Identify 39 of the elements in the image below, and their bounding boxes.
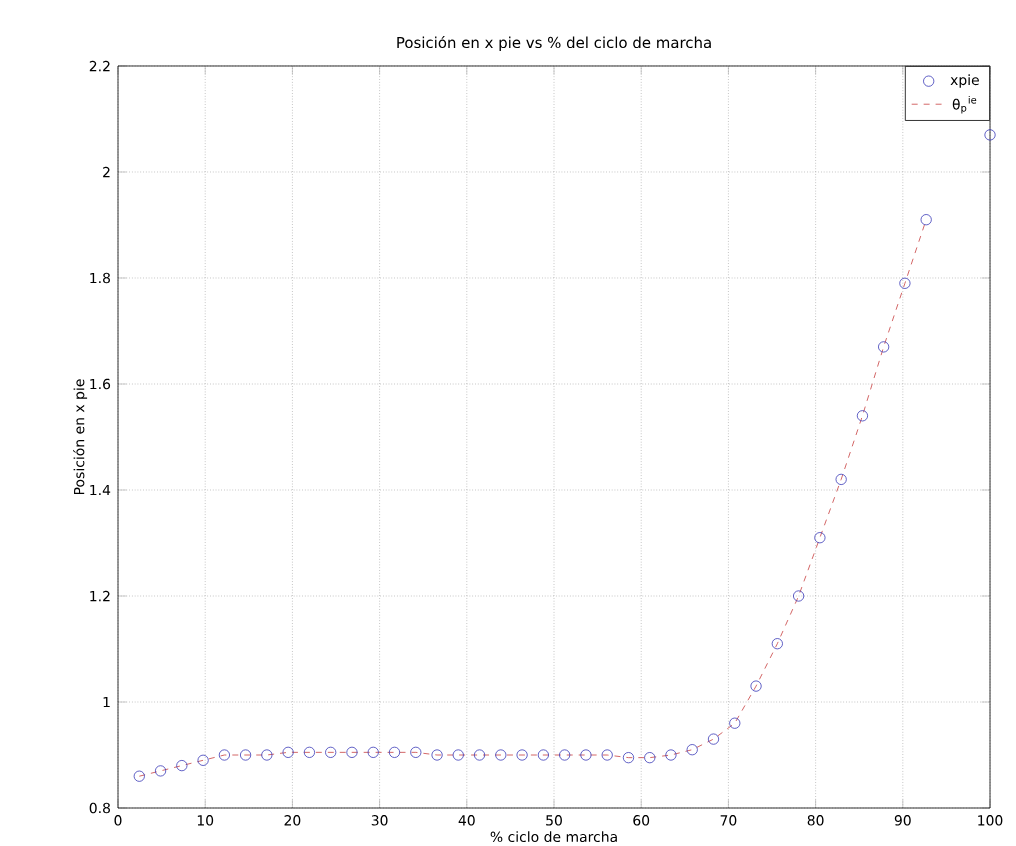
point	[325, 746, 337, 758]
point	[154, 765, 167, 777]
point	[346, 746, 358, 758]
point	[388, 746, 401, 758]
point	[197, 754, 209, 766]
point	[793, 590, 805, 602]
point	[559, 749, 571, 761]
point	[282, 746, 294, 758]
point	[495, 749, 507, 761]
point	[729, 717, 741, 729]
point	[601, 749, 613, 761]
point	[622, 752, 635, 764]
point	[218, 749, 230, 761]
point	[239, 749, 252, 761]
point	[899, 277, 911, 289]
point	[367, 746, 379, 758]
point	[920, 214, 932, 226]
point	[814, 532, 826, 544]
point	[410, 746, 422, 758]
point	[856, 410, 869, 422]
point	[473, 749, 486, 761]
point	[984, 129, 996, 141]
point	[176, 760, 188, 772]
point	[431, 749, 443, 761]
point	[452, 749, 464, 761]
point	[878, 341, 890, 353]
point	[835, 473, 847, 485]
point	[707, 733, 720, 745]
point	[133, 770, 145, 782]
point	[750, 680, 762, 692]
point	[516, 749, 528, 761]
point	[537, 749, 549, 761]
point	[686, 744, 698, 756]
point	[644, 752, 656, 764]
point	[261, 749, 273, 761]
point	[303, 746, 316, 758]
point	[580, 749, 592, 761]
point	[665, 749, 677, 761]
point	[771, 638, 783, 650]
